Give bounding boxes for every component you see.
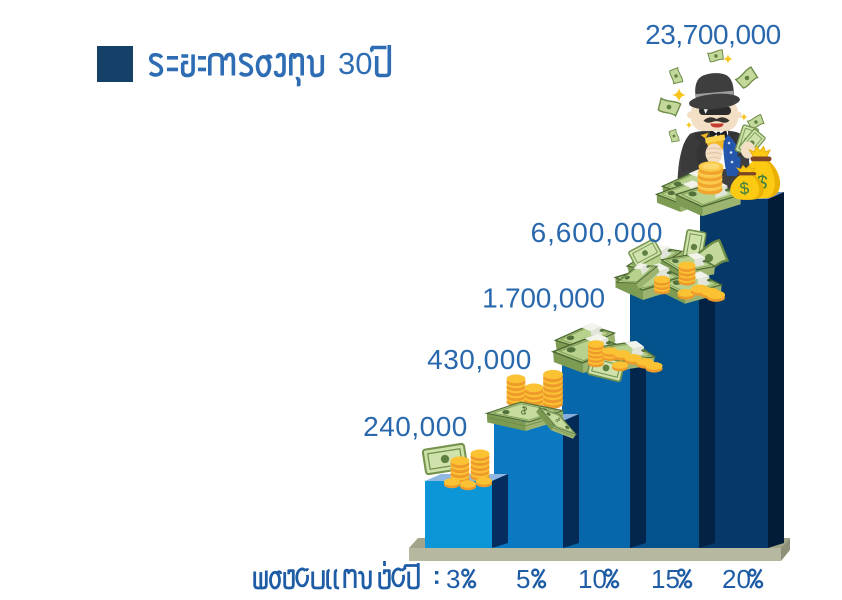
svg-text:20: 20 (722, 564, 751, 594)
svg-text:15: 15 (651, 564, 680, 594)
svg-text:10: 10 (578, 564, 607, 594)
svg-text:6,600,000: 6,600,000 (531, 217, 664, 248)
svg-text:430,000: 430,000 (427, 344, 532, 375)
svg-text:$: $ (739, 179, 751, 199)
svg-text:1.700,000: 1.700,000 (482, 283, 605, 314)
svg-text:3: 3 (446, 564, 460, 594)
svg-text:23,700,000: 23,700,000 (645, 19, 781, 50)
svg-text:30: 30 (338, 46, 372, 81)
svg-text:240,000: 240,000 (363, 411, 468, 442)
svg-text:5: 5 (516, 564, 530, 594)
